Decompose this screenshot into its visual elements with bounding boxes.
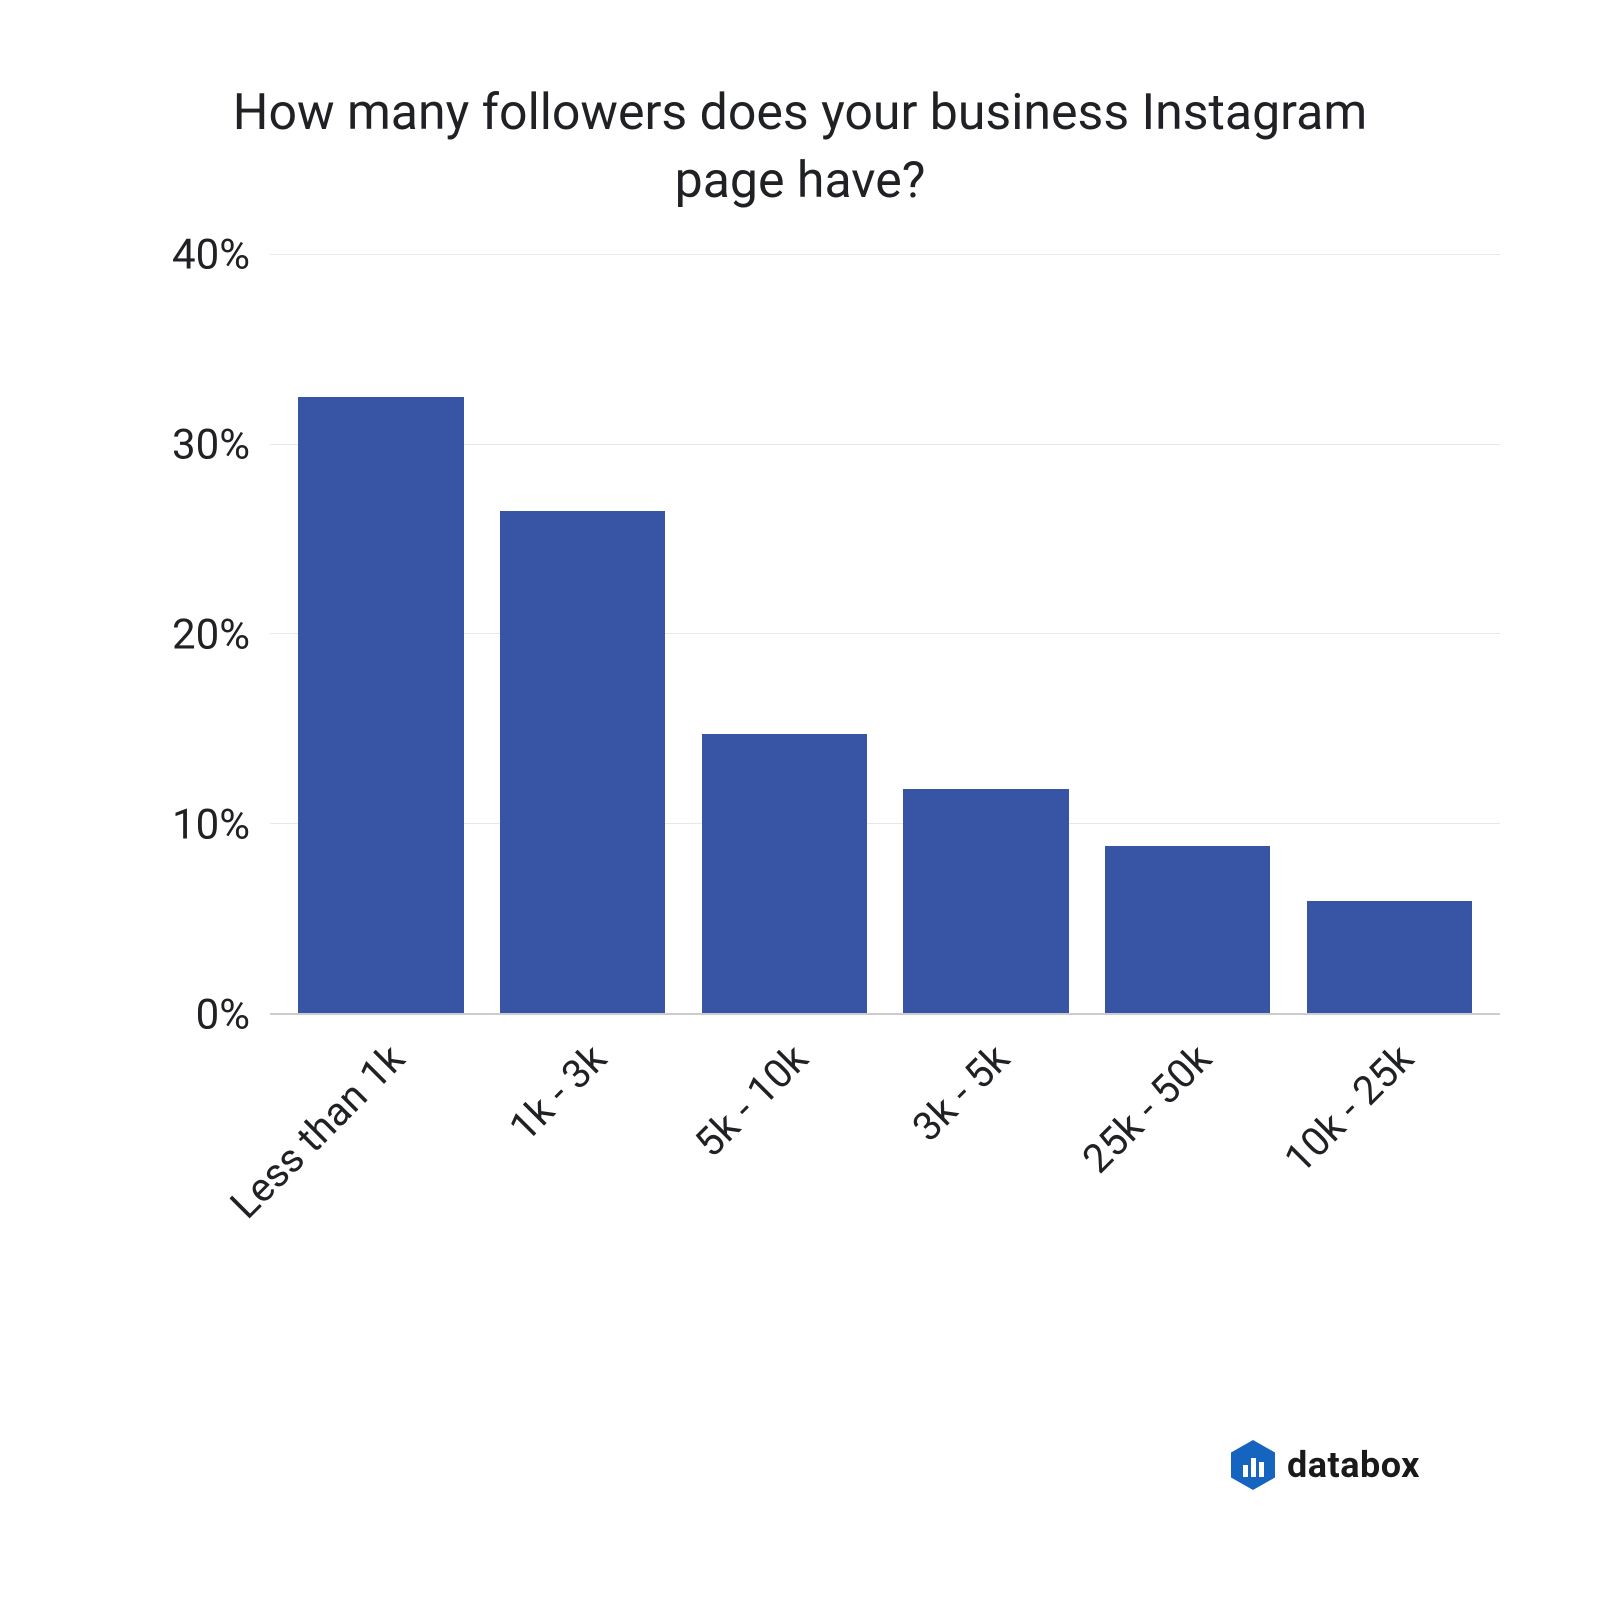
chart-area: 0%10%20%30%40% Less than 1k1k - 3k5k - 1… (100, 255, 1500, 1500)
x-label-slot: 5k - 10k (683, 1015, 885, 1275)
bar (702, 734, 867, 1013)
x-label-slot: Less than 1k (280, 1015, 482, 1275)
y-axis: 0%10%20%30%40% (100, 255, 270, 1015)
x-tick-label: 25k - 50k (1073, 1035, 1220, 1182)
x-tick-label: 1k - 3k (500, 1035, 616, 1151)
x-tick-label: Less than 1k (221, 1035, 414, 1228)
x-axis: Less than 1k1k - 3k 5k - 10k 3k - 5k 25k - … (270, 1015, 1500, 1275)
bar (298, 397, 463, 1013)
chart-container: How many followers does your business In… (0, 0, 1600, 1600)
x-label-slot: 25k - 50k (1087, 1015, 1289, 1275)
databox-logo-text: databox (1287, 1444, 1420, 1486)
x-tick-label: 3k - 5k (904, 1035, 1020, 1151)
x-tick-label: 5k - 10k (686, 1035, 817, 1166)
x-label-slot: 1k - 3k (482, 1015, 684, 1275)
x-label-slot: 10k - 25k (1288, 1015, 1490, 1275)
bar-slot (1288, 255, 1490, 1013)
bar (1307, 901, 1472, 1013)
databox-logo: databox (1231, 1440, 1420, 1490)
chart-title: How many followers does your business In… (100, 80, 1500, 215)
bar-slot (885, 255, 1087, 1013)
bar-slot (1087, 255, 1289, 1013)
bar (903, 789, 1068, 1013)
bars-group (270, 255, 1500, 1013)
chart-row: 0%10%20%30%40% (100, 255, 1500, 1015)
y-tick-label: 10% (172, 801, 250, 850)
bar (500, 511, 665, 1013)
plot-area (270, 255, 1500, 1015)
x-label-slot: 3k - 5k (885, 1015, 1087, 1275)
bar (1105, 846, 1270, 1013)
x-tick-label: 10k - 25k (1275, 1035, 1422, 1182)
y-tick-label: 20% (172, 611, 250, 660)
y-tick-label: 30% (172, 421, 250, 470)
y-tick-label: 0% (196, 991, 250, 1040)
bar-slot (280, 255, 482, 1013)
databox-hex-icon (1231, 1440, 1275, 1490)
y-tick-label: 40% (172, 231, 250, 280)
bar-slot (683, 255, 885, 1013)
bar-slot (482, 255, 684, 1013)
